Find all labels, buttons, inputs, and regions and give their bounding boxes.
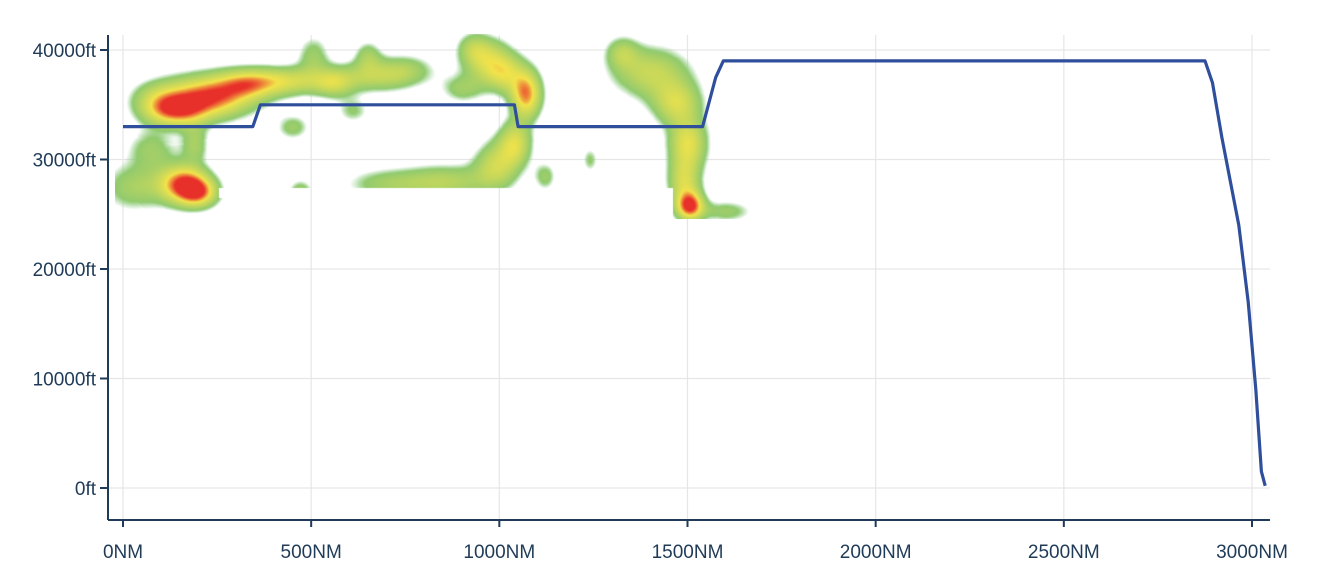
x-tick-label: 2500NM <box>1028 542 1100 563</box>
y-tick-label: 0ft <box>75 479 97 500</box>
x-tick-label: 1000NM <box>463 542 535 563</box>
x-tick-label: 500NM <box>281 542 342 563</box>
x-tick-label: 3000NM <box>1216 542 1288 563</box>
axes: 0NM 500NM 1000NM 1500NM 2000NM 2500NM 3000NM 0f… <box>33 35 1288 563</box>
x-tick-label: 0NM <box>103 542 143 563</box>
y-tick-label: 10000ft <box>33 370 97 391</box>
x-tick-label: 1500NM <box>652 542 724 563</box>
series-group <box>123 59 1267 487</box>
flight-profile-line <box>123 59 1267 487</box>
y-tick-label: 20000ft <box>33 260 97 281</box>
y-tick-label: 40000ft <box>33 41 97 62</box>
y-tick-label: 30000ft <box>33 151 97 172</box>
x-tick-label: 2000NM <box>840 542 912 563</box>
